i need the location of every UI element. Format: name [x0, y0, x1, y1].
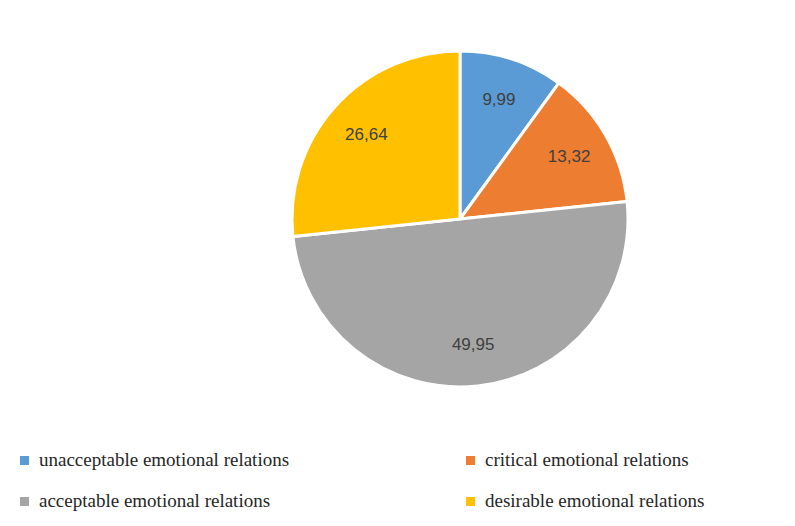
svg-text:9,99: 9,99	[482, 90, 515, 109]
svg-text:13,32: 13,32	[548, 147, 591, 166]
html-text:critical emotional relations: critical emotional relations	[485, 449, 689, 470]
html-text:unacceptable emotional relatio: unacceptable emotional relations	[39, 449, 290, 470]
svg-text:26,64: 26,64	[345, 125, 388, 144]
svg-text:49,95: 49,95	[452, 335, 495, 354]
html-text:desirable emotional relations: desirable emotional relations	[485, 490, 705, 511]
html-text:acceptable emotional relations: acceptable emotional relations	[39, 490, 271, 511]
